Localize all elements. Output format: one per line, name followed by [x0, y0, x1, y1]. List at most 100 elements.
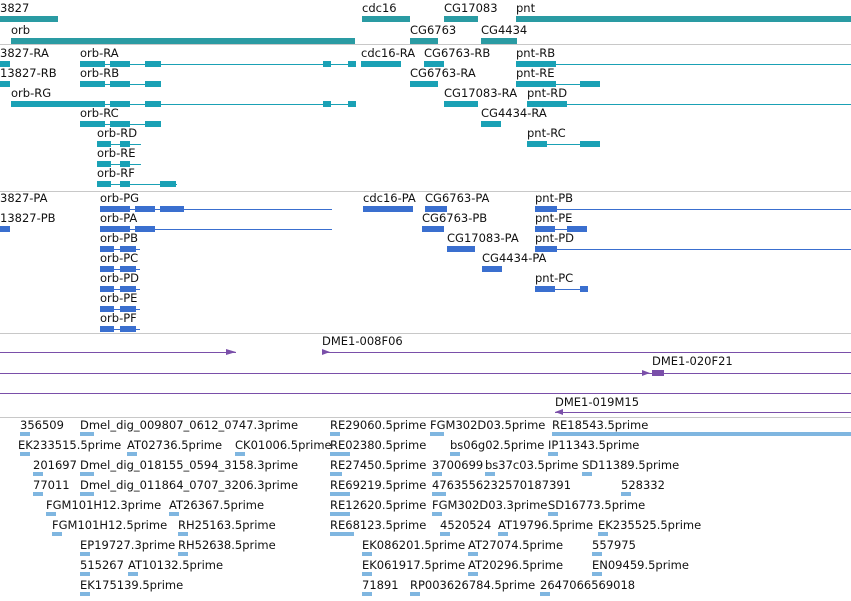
clone-label: DME1-008F06 [322, 334, 403, 348]
est-label: EK175139.5prime [80, 578, 184, 592]
est-label: CK01006.5prime [235, 438, 332, 452]
est-feature[interactable] [178, 552, 188, 556]
transcript-label: orb-RF [97, 166, 135, 180]
gene-label: CG17083 [444, 1, 498, 15]
clone-row[interactable] [0, 366, 851, 380]
gene-bar[interactable] [11, 38, 355, 44]
est-feature[interactable] [330, 532, 354, 536]
clone-row[interactable] [0, 405, 851, 419]
transcript-row[interactable] [0, 77, 851, 91]
est-feature[interactable] [432, 492, 446, 496]
transcript-row[interactable] [0, 157, 851, 171]
transcript-label: CG6763-RB [424, 46, 491, 60]
est-feature[interactable] [127, 452, 137, 456]
est-feature[interactable] [362, 572, 372, 576]
est-feature[interactable] [548, 512, 558, 516]
est-label: EK235525.5prime [598, 518, 702, 532]
protein-row[interactable] [0, 222, 851, 236]
gene-bar[interactable] [516, 16, 851, 22]
gene-bar[interactable] [410, 38, 438, 44]
est-feature[interactable] [330, 512, 350, 516]
est-feature[interactable] [430, 432, 444, 436]
protein-row[interactable] [0, 282, 851, 296]
est-feature[interactable] [330, 472, 342, 476]
est-label: RE12620.5prime [330, 498, 427, 512]
est-feature[interactable] [432, 512, 442, 516]
gene-label: cdc16 [362, 1, 397, 15]
est-label: FGM302D03.5prime [430, 418, 546, 432]
transcript-row[interactable] [0, 137, 851, 151]
est-feature[interactable] [598, 532, 608, 536]
protein-label: 3827-PA [0, 191, 48, 205]
est-label: 71891 [362, 578, 399, 592]
est-feature[interactable] [330, 452, 350, 456]
gene-label: CG6763 [410, 23, 457, 37]
est-feature[interactable] [80, 472, 94, 476]
clone-row[interactable] [0, 345, 851, 359]
est-feature[interactable] [552, 432, 851, 436]
est-feature[interactable] [128, 572, 138, 576]
est-feature[interactable] [592, 572, 602, 576]
est-feature[interactable] [432, 472, 442, 476]
est-feature[interactable] [52, 532, 62, 536]
protein-row[interactable] [0, 242, 851, 256]
est-label: EP19727.3prime [80, 538, 176, 552]
track-divider [0, 44, 851, 45]
est-feature[interactable] [592, 552, 602, 556]
est-label: RH52638.5prime [178, 538, 276, 552]
est-feature[interactable] [362, 552, 372, 556]
est-feature[interactable] [485, 472, 495, 476]
est-feature[interactable] [33, 472, 43, 476]
est-label: RE18543.5prime [552, 418, 649, 432]
gene-bar[interactable] [0, 16, 58, 22]
est-feature[interactable] [20, 432, 30, 436]
est-feature[interactable] [410, 592, 420, 596]
est-feature[interactable] [178, 532, 188, 536]
transcript-row[interactable] [0, 117, 851, 131]
est-feature[interactable] [80, 552, 90, 556]
transcript-row[interactable] [0, 177, 851, 191]
protein-label: cdc16-PA [363, 191, 416, 205]
transcript-row[interactable] [0, 97, 851, 111]
protein-row[interactable] [0, 262, 851, 276]
est-feature[interactable] [169, 512, 179, 516]
protein-row[interactable] [0, 302, 851, 316]
track-divider [0, 191, 851, 192]
gene-bar[interactable] [362, 16, 410, 22]
est-feature[interactable] [468, 552, 478, 556]
protein-row[interactable] [0, 202, 851, 216]
est-feature[interactable] [330, 492, 350, 496]
est-feature[interactable] [330, 432, 340, 436]
est-feature[interactable] [540, 592, 550, 596]
est-feature[interactable] [362, 592, 372, 596]
est-label: 557975 [592, 538, 636, 552]
est-feature[interactable] [235, 452, 245, 456]
est-label: SD11389.5prime [582, 458, 680, 472]
est-feature[interactable] [80, 572, 90, 576]
est-feature[interactable] [80, 592, 90, 596]
est-label: 4520524 [440, 518, 492, 532]
est-feature[interactable] [468, 572, 478, 576]
est-feature[interactable] [20, 452, 30, 456]
est-feature[interactable] [548, 452, 558, 456]
transcript-label: CG17083-RA [444, 86, 518, 100]
est-feature[interactable] [582, 472, 592, 476]
est-feature[interactable] [450, 452, 460, 456]
est-feature[interactable] [80, 492, 94, 496]
protein-label: 13827-PB [0, 211, 56, 225]
est-feature[interactable] [33, 492, 43, 496]
gene-bar[interactable] [481, 38, 517, 44]
est-feature[interactable] [621, 492, 631, 496]
transcript-label: pnt-RC [527, 126, 566, 140]
protein-label: orb-PD [100, 271, 140, 285]
clone-row[interactable] [0, 386, 851, 400]
protein-row[interactable] [0, 322, 851, 336]
est-feature[interactable] [46, 512, 56, 516]
est-feature[interactable] [498, 532, 508, 536]
transcript-row[interactable] [0, 57, 851, 71]
gene-bar[interactable] [444, 16, 478, 22]
est-feature[interactable] [80, 432, 94, 436]
est-feature[interactable] [440, 532, 450, 536]
est-label: RE02380.5prime [330, 438, 427, 452]
